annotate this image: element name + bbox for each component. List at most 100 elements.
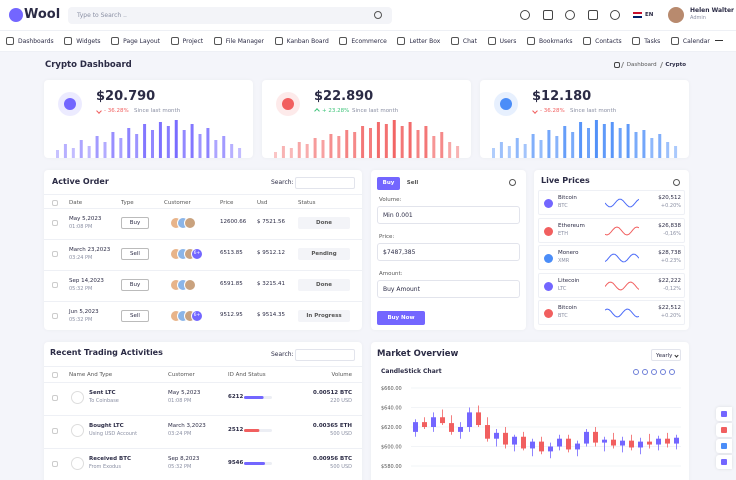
candle-body bbox=[485, 425, 490, 439]
nav-item[interactable]: Ecommerce bbox=[339, 37, 387, 45]
column-header: Name And Type bbox=[69, 372, 113, 378]
nav-item[interactable]: Kanban Board bbox=[274, 37, 329, 45]
trade-tab[interactable]: Sell bbox=[401, 177, 424, 190]
coin-price: $22,222 bbox=[658, 277, 681, 284]
bar bbox=[182, 130, 186, 158]
usd: $ 3215.41 bbox=[257, 281, 285, 287]
nav-label: Page Layout bbox=[123, 37, 161, 45]
bar bbox=[151, 130, 154, 158]
coin-change: +0.20% bbox=[660, 313, 681, 319]
bar bbox=[440, 132, 444, 158]
bar bbox=[361, 126, 365, 158]
card-title: Live Prices bbox=[541, 176, 590, 185]
nav-item[interactable]: Letter Box bbox=[397, 37, 440, 45]
usd: $ 9512.12 bbox=[257, 250, 285, 256]
period-dropdown[interactable]: Yearly bbox=[651, 349, 681, 361]
date: Sep 8,2023 bbox=[168, 456, 200, 462]
field-input[interactable]: Buy Amount bbox=[377, 280, 520, 298]
nav-arrow[interactable] bbox=[715, 40, 723, 42]
bar bbox=[313, 138, 317, 158]
column-header: ID And Status bbox=[228, 372, 266, 378]
language[interactable]: EN bbox=[645, 11, 654, 18]
nav-icon bbox=[274, 37, 283, 45]
checkbox bbox=[52, 313, 58, 319]
search-box[interactable]: Type to Search .. bbox=[68, 7, 392, 24]
type-button[interactable]: Sell bbox=[121, 310, 149, 322]
field-value: $7487,385 bbox=[383, 249, 416, 256]
bar bbox=[448, 142, 452, 158]
nav-icon bbox=[632, 37, 641, 45]
nav-item[interactable]: Contacts bbox=[583, 37, 622, 45]
nav-icon bbox=[170, 37, 179, 45]
price: $12.180 bbox=[532, 89, 592, 104]
time: 05:32 PM bbox=[69, 317, 93, 323]
buy-now-button[interactable]: Buy Now bbox=[377, 311, 425, 325]
header-icon bbox=[543, 10, 553, 20]
chart-tool bbox=[642, 369, 648, 375]
row-divider bbox=[44, 208, 362, 209]
bar bbox=[650, 138, 654, 158]
trade-tab[interactable]: Buy bbox=[377, 177, 400, 190]
nav-item[interactable]: Page Layout bbox=[111, 37, 160, 45]
field-input[interactable]: Min 0.001 bbox=[377, 206, 520, 224]
nav-item[interactable]: Widgets bbox=[64, 37, 101, 45]
bar bbox=[56, 150, 59, 158]
search-input[interactable] bbox=[295, 349, 355, 361]
bar bbox=[111, 132, 115, 158]
coin-icon bbox=[544, 281, 553, 291]
search-input[interactable] bbox=[295, 177, 355, 189]
coin-glyph bbox=[500, 98, 512, 110]
chart-tool bbox=[660, 369, 666, 375]
nav-item[interactable]: Bookmarks bbox=[526, 37, 573, 45]
bar bbox=[103, 142, 107, 158]
nav-icon bbox=[6, 37, 14, 45]
date: March 3,2023 bbox=[168, 423, 206, 429]
card-title: Recent Trading Activities bbox=[50, 348, 163, 357]
activity-id: 9546 bbox=[228, 460, 244, 466]
bar bbox=[63, 144, 67, 158]
side-tool[interactable] bbox=[716, 423, 732, 437]
y-tick-label: $600.00 bbox=[381, 444, 402, 450]
price: $20.790 bbox=[96, 89, 156, 104]
checkbox bbox=[52, 461, 58, 467]
type-button[interactable]: Buy bbox=[121, 279, 149, 291]
sparkline-path bbox=[605, 253, 639, 263]
nav-item[interactable]: Tasks bbox=[632, 37, 660, 45]
stat-card: $12.180 - 36.28% Since last month bbox=[480, 80, 689, 158]
nav-label: Project bbox=[182, 37, 204, 45]
search-label: Search: bbox=[271, 351, 294, 358]
nav-item[interactable]: Calendar bbox=[670, 37, 710, 45]
nav-item[interactable]: File Manager bbox=[213, 37, 265, 45]
bar bbox=[353, 132, 357, 158]
field-input[interactable]: $7487,385 bbox=[377, 243, 520, 261]
coin-price: $20,512 bbox=[658, 195, 681, 201]
type-button[interactable]: Sell bbox=[121, 248, 149, 260]
coin-change: +0.20% bbox=[660, 203, 681, 209]
divider bbox=[44, 194, 362, 195]
header-icon bbox=[588, 10, 598, 20]
since-label: Since last month bbox=[134, 107, 181, 114]
nav-item[interactable]: Dashboards bbox=[6, 37, 54, 45]
side-tool[interactable] bbox=[716, 407, 732, 421]
checkbox bbox=[52, 251, 58, 257]
nav-label: File Manager bbox=[225, 37, 265, 45]
price: 12600.66 bbox=[220, 219, 247, 225]
nav-item[interactable]: Chat bbox=[450, 37, 477, 45]
type-label: Buy bbox=[129, 220, 141, 226]
candle-body bbox=[440, 417, 445, 424]
type-button[interactable]: Buy bbox=[121, 217, 149, 229]
search-icon bbox=[374, 11, 382, 19]
nav-item[interactable]: Users bbox=[487, 37, 516, 45]
active-order-card: Active Order Search: Date Type Customer Price… bbox=[44, 170, 362, 330]
candle-body bbox=[638, 441, 643, 448]
side-tool[interactable] bbox=[716, 439, 732, 453]
price: 6591.85 bbox=[220, 281, 243, 287]
side-tool[interactable] bbox=[716, 455, 732, 469]
breadcrumb-item[interactable]: Dashboard bbox=[626, 62, 657, 68]
nav-icon bbox=[450, 37, 459, 45]
nav-icon bbox=[397, 37, 406, 45]
coin-icon bbox=[544, 199, 553, 208]
bar bbox=[222, 136, 226, 158]
bar-chart bbox=[492, 120, 678, 158]
nav-item[interactable]: Project bbox=[170, 37, 204, 45]
